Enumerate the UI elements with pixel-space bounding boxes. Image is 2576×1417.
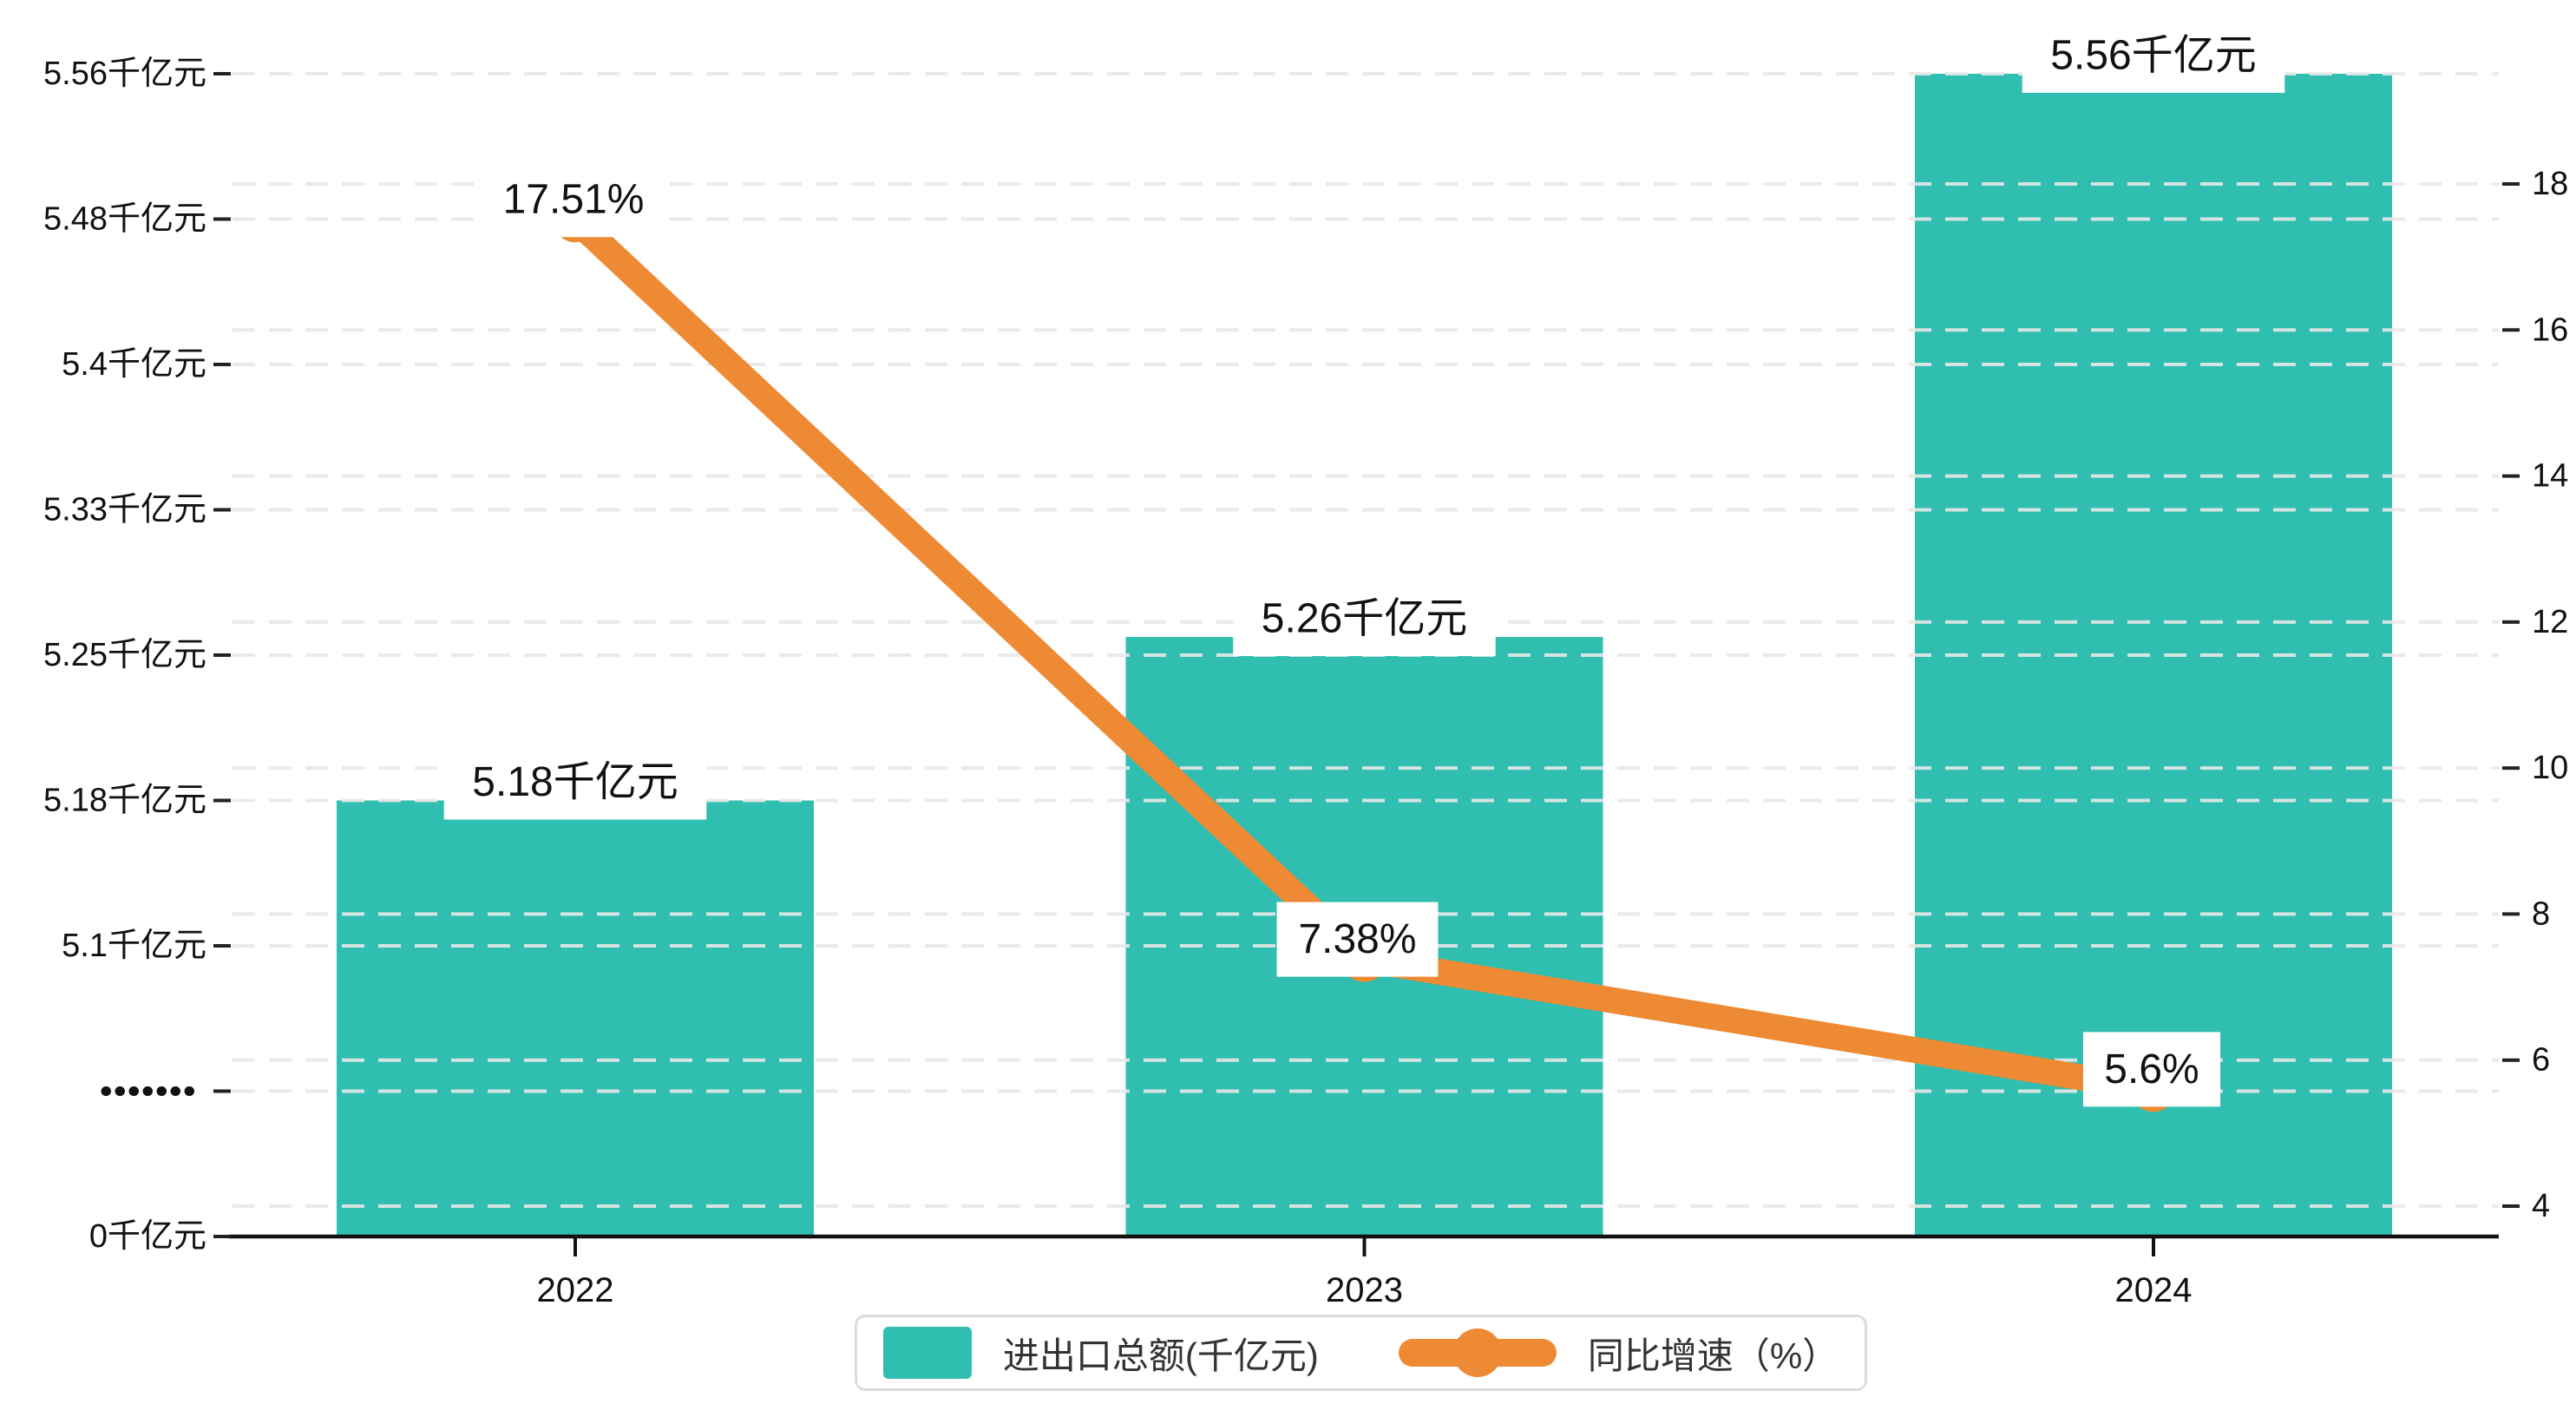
left-axis-label: 5.56千亿元 bbox=[43, 56, 206, 92]
right-axis-label: 10 bbox=[2532, 750, 2568, 786]
right-axis-label: 18 bbox=[2532, 166, 2568, 202]
bar-series-swatch bbox=[882, 1327, 972, 1379]
x-axis-label-2022: 2022 bbox=[537, 1271, 614, 1309]
right-axis-label: 14 bbox=[2532, 458, 2568, 495]
line-label-2024-bg bbox=[2082, 1032, 2221, 1107]
legend-label-line-series: 同比增速（%） bbox=[1587, 1335, 1839, 1376]
bar-2022[interactable] bbox=[337, 800, 814, 1236]
left-axis-label: 5.18千亿元 bbox=[43, 783, 206, 819]
left-axis-label: 5.25千亿元 bbox=[43, 637, 206, 673]
line-label-2022-bg bbox=[481, 162, 666, 238]
left-axis-label: 5.48千亿元 bbox=[43, 201, 206, 238]
line-series-marker bbox=[1398, 1328, 1557, 1377]
x-axis-label-2023: 2023 bbox=[1326, 1271, 1403, 1309]
left-axis-label: 5.1千亿元 bbox=[62, 928, 206, 964]
bar-label-2022: 5.18千亿元 bbox=[472, 759, 678, 805]
line-label-2024: 5.6% bbox=[2104, 1046, 2199, 1092]
line-marker-dot bbox=[1452, 1328, 1502, 1377]
axis-labels: 5.56千亿元 5.48千亿元 5.4千亿元 5.33千亿元 5.25千亿元 5.18千亿… bbox=[43, 56, 2568, 1309]
bar-label-2024: 5.56千亿元 bbox=[2050, 33, 2256, 79]
data-labels: 5.18千亿元 5.26千亿元 5.56千亿元 17.51% 7.38% 5.6% bbox=[443, 18, 2285, 1107]
bar-label-2023-bg bbox=[1233, 581, 1496, 657]
right-axis-label: 12 bbox=[2532, 604, 2568, 640]
left-axis-label: 5.4千亿元 bbox=[62, 346, 206, 383]
right-axis-label: 4 bbox=[2532, 1188, 2550, 1224]
bar-label-2022-bg bbox=[443, 745, 707, 820]
right-axis-label: 6 bbox=[2532, 1042, 2550, 1079]
line-label-2023-bg bbox=[1276, 902, 1439, 977]
legend-item-line-series[interactable]: 同比增速（%） bbox=[1398, 1327, 1839, 1380]
axes bbox=[213, 72, 2520, 1256]
right-axis-label: 16 bbox=[2532, 312, 2568, 348]
bar-label-2024-bg bbox=[2022, 18, 2285, 93]
legend-label-bar-series: 进出口总额(千亿元) bbox=[1002, 1335, 1319, 1376]
legend-item-bar-series[interactable]: 进出口总额(千亿元) bbox=[882, 1327, 1319, 1380]
x-axis-label-2024: 2024 bbox=[2115, 1271, 2193, 1309]
line-label-2023: 7.38% bbox=[1298, 916, 1416, 962]
left-axis-label: 5.33千亿元 bbox=[43, 492, 206, 528]
left-axis-label: 0千亿元 bbox=[89, 1218, 206, 1255]
right-axis-label: 8 bbox=[2532, 895, 2550, 932]
line-label-2022: 17.51% bbox=[503, 177, 645, 223]
bar-label-2023: 5.26千亿元 bbox=[1262, 596, 1467, 642]
legend: 进出口总额(千亿元) 同比增速（%） bbox=[855, 1315, 1867, 1391]
